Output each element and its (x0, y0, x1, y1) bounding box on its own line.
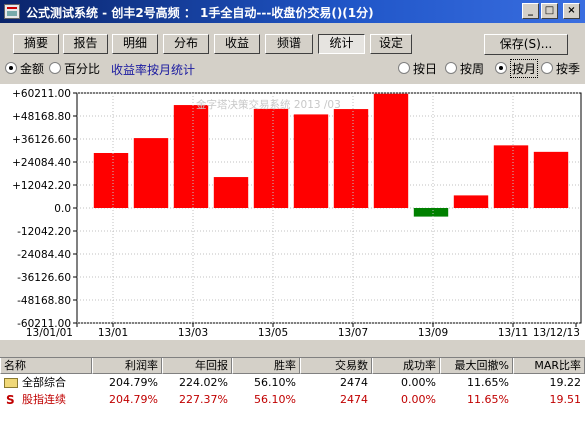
column-header[interactable]: 交易数 (300, 358, 372, 374)
table-cell: 204.79% (109, 393, 158, 406)
radio-label: 金额 (20, 61, 45, 76)
bar-13/07 (333, 109, 369, 208)
table-cell: 204.79% (109, 376, 158, 389)
bar-13/10 (453, 195, 489, 208)
table-cell: 56.10% (254, 393, 296, 406)
radio-label: 按周 (460, 61, 485, 76)
y-tick-label: -48168.80 (17, 295, 71, 307)
table-cell: 0.00% (401, 376, 436, 389)
tab-4[interactable]: 收益 (214, 34, 260, 54)
minimize-button[interactable]: _ (522, 3, 539, 19)
radio-option[interactable]: 按月 (495, 58, 539, 78)
y-tick-label: +24084.40 (12, 157, 71, 169)
tab-2[interactable]: 明细 (112, 34, 158, 54)
x-tick-label: 13/03 (178, 327, 208, 339)
table-cell: 19.51 (549, 393, 582, 406)
radio-label: 按日 (413, 61, 438, 76)
folder-icon (4, 378, 18, 388)
table-cell: 19.22 (549, 376, 582, 389)
y-tick-label: +36126.60 (12, 134, 71, 146)
bar-13/02 (133, 138, 169, 208)
table-cell: 0.00% (401, 393, 436, 406)
y-tick-label: -36126.60 (17, 272, 71, 284)
column-header[interactable]: 名称 (0, 358, 92, 374)
tab-5[interactable]: 频谱 (265, 34, 313, 54)
tab-1[interactable]: 报告 (63, 34, 108, 54)
table-row[interactable]: S 股指连续 204.79% 227.37% 56.10% 2474 0.00% 11.65%… (0, 392, 585, 408)
radio-label: 按月 (510, 58, 539, 78)
column-header[interactable]: 胜率 (232, 358, 300, 374)
bar-13/09 (413, 208, 449, 217)
window-title: 公式测试系统 - 创丰2号高频 ： 1手全自动---收盘价交易()(1分) (26, 6, 374, 20)
chart-title: 收益率按月统计 (111, 63, 196, 77)
radio-option[interactable]: 按日 (398, 61, 438, 76)
radio-option[interactable]: 金额 (5, 61, 45, 76)
bar-13/08 (373, 93, 409, 208)
radio-option[interactable]: 按季 (541, 61, 581, 76)
close-button[interactable]: × (563, 3, 580, 19)
x-tick-label: 13/01 (98, 327, 128, 339)
monthly-return-chart: +60211.00 +48168.80 +36126.60 +24084.40 +120… (0, 84, 585, 340)
s-icon: S (6, 393, 15, 407)
bar-13/12 (533, 151, 569, 208)
column-header[interactable]: 最大回撤% (440, 358, 513, 374)
maximize-button[interactable]: □ (541, 3, 558, 19)
column-header[interactable]: 年回报 (162, 358, 232, 374)
radio-label: 百分比 (64, 61, 101, 76)
app-icon (4, 4, 20, 19)
radio-option[interactable]: 百分比 (49, 61, 101, 76)
tab-3[interactable]: 分布 (163, 34, 209, 54)
radio-dot-icon[interactable] (495, 62, 507, 74)
tab-7[interactable]: 设定 (370, 34, 412, 54)
table-header: 名称 利润率 年回报 胜率 交易数 成功率 最大回撤% MAR比率 (0, 358, 585, 374)
column-header[interactable]: 成功率 (372, 358, 440, 374)
title-bar: 公式测试系统 - 创丰2号高频 ： 1手全自动---收盘价交易()(1分) _ … (0, 0, 585, 23)
radio-label: 按季 (556, 61, 581, 76)
table-cell: 224.02% (179, 376, 228, 389)
y-tick-label: -24084.40 (17, 249, 71, 261)
x-tick-label: 13/07 (338, 327, 368, 339)
tab-0[interactable]: 摘要 (13, 34, 59, 54)
tab-6[interactable]: 统计 (318, 34, 365, 54)
column-header[interactable]: MAR比率 (513, 358, 585, 374)
bar-13/04 (213, 177, 249, 208)
radio-dot-icon[interactable] (541, 62, 553, 74)
y-tick-label: +12042.20 (12, 180, 71, 192)
table-row[interactable]: 全部综合 204.79% 224.02% 56.10% 2474 0.00% 11.65% 1… (0, 375, 585, 391)
bar-13/06 (293, 114, 329, 208)
x-tick-label: 13/01/01 (26, 327, 73, 339)
y-tick-label: -12042.20 (17, 226, 71, 238)
table-cell: 2474 (340, 376, 368, 389)
radio-dot-icon[interactable] (49, 62, 61, 74)
watermark-text: 金字塔决策交易系统 2013 /03 (196, 98, 341, 111)
y-tick-label: +60211.00 (12, 88, 71, 100)
save-button[interactable]: 保存(S)... (484, 34, 568, 55)
bar-13/01 (93, 152, 129, 208)
x-tick-label: 13/12/13 (533, 327, 580, 339)
row-name: 股指连续 (22, 393, 66, 406)
x-tick-label: 13/05 (258, 327, 288, 339)
x-tick-label: 13/09 (418, 327, 448, 339)
summary-table: 名称 利润率 年回报 胜率 交易数 成功率 最大回撤% MAR比率 全部综合 204.79% 22… (0, 357, 585, 424)
radio-dot-icon[interactable] (398, 62, 410, 74)
y-tick-label: +48168.80 (12, 111, 71, 123)
x-tick-label: 13/11 (498, 327, 528, 339)
bar-13/11 (493, 145, 529, 208)
chart-svg: +60211.00 +48168.80 +36126.60 +24084.40 +120… (12, 88, 582, 339)
table-cell: 227.37% (179, 393, 228, 406)
table-cell: 2474 (340, 393, 368, 406)
radio-dot-icon[interactable] (5, 62, 17, 74)
column-header[interactable]: 利润率 (92, 358, 162, 374)
bar-13/05 (253, 108, 289, 208)
table-cell: 56.10% (254, 376, 296, 389)
radio-dot-icon[interactable] (445, 62, 457, 74)
table-cell: 11.65% (467, 393, 509, 406)
y-tick-label: -60211.00 (17, 318, 71, 330)
table-cell: 11.65% (467, 376, 509, 389)
row-name: 全部综合 (22, 376, 66, 389)
radio-option[interactable]: 按周 (445, 61, 485, 76)
y-tick-label: 0.0 (54, 203, 71, 215)
bar-13/03 (173, 105, 209, 208)
